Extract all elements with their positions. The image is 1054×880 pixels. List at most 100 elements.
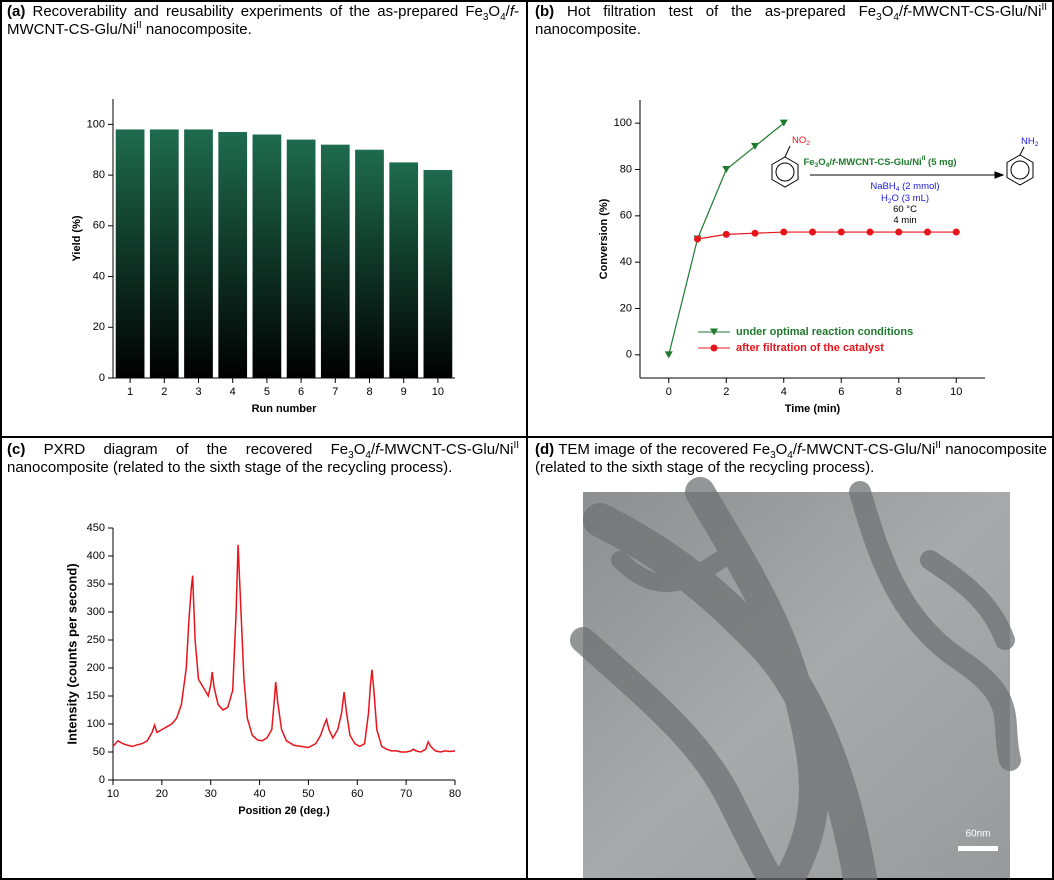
text-part: NO [792,135,806,146]
legend-label: after filtration of the catalyst [736,342,884,354]
y-tick-label: 50 [93,746,105,758]
point [866,228,874,236]
x-tick-label: 70 [400,788,412,800]
x-tick-label: 20 [156,788,168,800]
caption-text: Recoverability and reusability experimen… [25,3,483,20]
y-tick-label: 400 [87,550,105,562]
x-tick-label: 8 [896,386,902,398]
x-tick-label: 1 [127,386,133,398]
x-axis-title: Time (min) [785,403,841,415]
y-tick-label: 60 [620,210,632,222]
caption-text: -MWCNT-CS-Glu/Ni [7,3,519,38]
caption-text: / [898,3,904,20]
caption-text: nanocomposite. [141,21,252,38]
superscript: II [1041,2,1047,13]
subscript: 3 [770,450,776,461]
point [780,228,788,236]
y-tick-label: 0 [626,349,632,361]
caption-text: O [775,441,788,458]
y-tick-label: 20 [93,321,105,333]
superscript: II [922,155,926,162]
bar [320,144,350,378]
panel-label: (d) [535,441,555,458]
annotation: NH2 [1021,136,1039,149]
annotation: 60 °C [893,204,917,215]
bond [784,145,791,158]
text-part: NH [1021,136,1035,147]
y-tick-label: 450 [87,522,105,534]
y-tick-label: 80 [93,169,105,181]
x-tick-label: 6 [838,386,844,398]
italic: f [832,157,836,168]
y-axis-title: Conversion (%) [598,198,610,279]
annotation: 4 min [893,215,916,226]
annotation: Fe3O4/f-MWCNT-CS-Glu/NiII (5 mg) [803,155,956,169]
caption-text: TEM image of the recovered Fe [554,441,771,458]
y-tick-label: 250 [87,634,105,646]
point [809,228,816,236]
legend-marker [710,328,718,336]
caption-text: O [488,3,501,20]
point [952,228,960,236]
subscript: 2 [806,140,810,147]
legend-label: under optimal reaction conditions [736,326,913,338]
y-axis-title: Intensity (counts per second) [64,563,79,744]
subscript: 4 [826,162,830,169]
y-tick-label: 60 [93,220,105,232]
y-tick-label: 100 [87,718,105,730]
y-axis-title: Yield (%) [71,215,83,261]
point [722,166,731,173]
point [694,235,701,243]
superscript: II [513,440,519,451]
nanotubes [570,477,1021,880]
x-tick-label: 7 [332,386,338,398]
bar [184,129,213,378]
subscript: 2 [888,198,892,205]
panel-label: (c) [7,441,26,458]
y-tick-label: 40 [620,256,632,268]
legend-marker [710,344,718,352]
benzene-ring [771,156,799,188]
x-tick-label: 4 [230,386,236,398]
caption: (c) PXRD diagram of the recovered Fe3O4/… [7,441,519,477]
x-tick-label: 40 [253,788,265,800]
y-tick-label: 40 [93,270,105,282]
subscript: 2 [1035,141,1039,148]
bar [355,149,384,378]
bar [149,129,179,378]
bar [423,170,453,378]
scale-bar-label: 60nm [965,829,990,840]
x-tick-label: 3 [195,386,201,398]
point [895,228,903,236]
point [751,142,759,150]
arrow-head [994,171,1005,179]
y-tick-label: 0 [99,774,105,786]
caption: (d) TEM image of the recovered Fe3O4/f-M… [535,441,1047,477]
text-part: / [829,157,832,168]
x-tick-label: 50 [302,788,314,800]
italic: f [797,441,802,458]
text-part: O (3 mL) [892,193,929,204]
x-axis-title: Run number [252,403,317,415]
subscript: 3 [482,12,489,23]
subscript: 3 [815,162,819,169]
point [779,119,788,127]
text-part: 4 min [893,215,916,226]
subscript: 3 [876,12,882,23]
x-tick-label: 5 [264,386,270,398]
superscript: II [136,20,142,31]
ring-circle [1010,160,1030,180]
x-tick-label: 6 [298,386,304,398]
tem-image: 60nm [570,477,1021,880]
bar [389,162,419,378]
x-tick-label: 2 [723,386,729,398]
annotation: H2O (3 mL) [881,193,929,206]
y-tick-label: 200 [87,662,105,674]
subscript: 4 [787,450,793,461]
x-tick-label: 80 [449,788,461,800]
x-tick-label: 10 [107,788,119,800]
x-tick-label: 9 [401,386,407,398]
ring-circle [775,162,795,182]
caption: (b) Hot filtration test of the as-prepar… [535,3,1047,39]
